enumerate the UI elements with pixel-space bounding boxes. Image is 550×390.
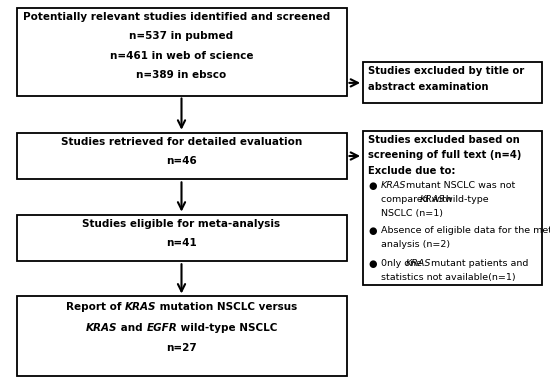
FancyBboxPatch shape — [16, 133, 346, 179]
Text: n=537 in pubmed: n=537 in pubmed — [129, 31, 234, 41]
Text: n=461 in web of science: n=461 in web of science — [110, 51, 253, 61]
Text: and: and — [117, 323, 146, 333]
Text: n=389 in ebsco: n=389 in ebsco — [136, 70, 227, 80]
Text: Studies eligible for meta-analysis: Studies eligible for meta-analysis — [82, 219, 280, 229]
Text: ●: ● — [368, 226, 377, 236]
Text: NSCLC (n=1): NSCLC (n=1) — [381, 209, 443, 218]
Text: mutation NSCLC versus: mutation NSCLC versus — [156, 302, 298, 312]
Text: Studies retrieved for detailed evaluation: Studies retrieved for detailed evaluatio… — [61, 137, 302, 147]
FancyBboxPatch shape — [363, 131, 542, 285]
Text: compared with: compared with — [381, 195, 454, 204]
Text: ●: ● — [368, 259, 377, 269]
Text: abstract examination: abstract examination — [368, 82, 489, 92]
Text: n=27: n=27 — [166, 343, 197, 353]
FancyBboxPatch shape — [363, 62, 542, 103]
FancyBboxPatch shape — [16, 8, 346, 96]
Text: ●: ● — [368, 181, 377, 191]
Text: KRAS: KRAS — [406, 259, 431, 268]
Text: statistics not available(n=1): statistics not available(n=1) — [381, 273, 515, 282]
Text: mutant patients and: mutant patients and — [428, 259, 529, 268]
Text: KRAS: KRAS — [125, 302, 156, 312]
Text: Report of: Report of — [65, 302, 125, 312]
Text: n=41: n=41 — [166, 238, 197, 248]
Text: screening of full text (n=4): screening of full text (n=4) — [368, 150, 522, 160]
FancyBboxPatch shape — [16, 296, 346, 376]
Text: analysis (n=2): analysis (n=2) — [381, 240, 450, 249]
Text: Studies excluded based on: Studies excluded based on — [368, 135, 520, 145]
Text: 0nly one: 0nly one — [381, 259, 425, 268]
FancyBboxPatch shape — [16, 215, 346, 261]
Text: Absence of eligible data for the meta-: Absence of eligible data for the meta- — [381, 226, 550, 235]
Text: KRAS: KRAS — [381, 181, 406, 190]
Text: n=46: n=46 — [166, 156, 197, 166]
Text: wild-type NSCLC: wild-type NSCLC — [177, 323, 277, 333]
Text: mutant NSCLC was not: mutant NSCLC was not — [403, 181, 515, 190]
Text: KRAS: KRAS — [420, 195, 446, 204]
Text: Studies excluded by title or: Studies excluded by title or — [368, 66, 525, 76]
Text: EGFR: EGFR — [146, 323, 177, 333]
Text: Potentially relevant studies identified and screened: Potentially relevant studies identified … — [23, 12, 331, 22]
Text: wild-type: wild-type — [442, 195, 489, 204]
Text: Exclude due to:: Exclude due to: — [368, 166, 456, 176]
Text: KRAS: KRAS — [86, 323, 117, 333]
